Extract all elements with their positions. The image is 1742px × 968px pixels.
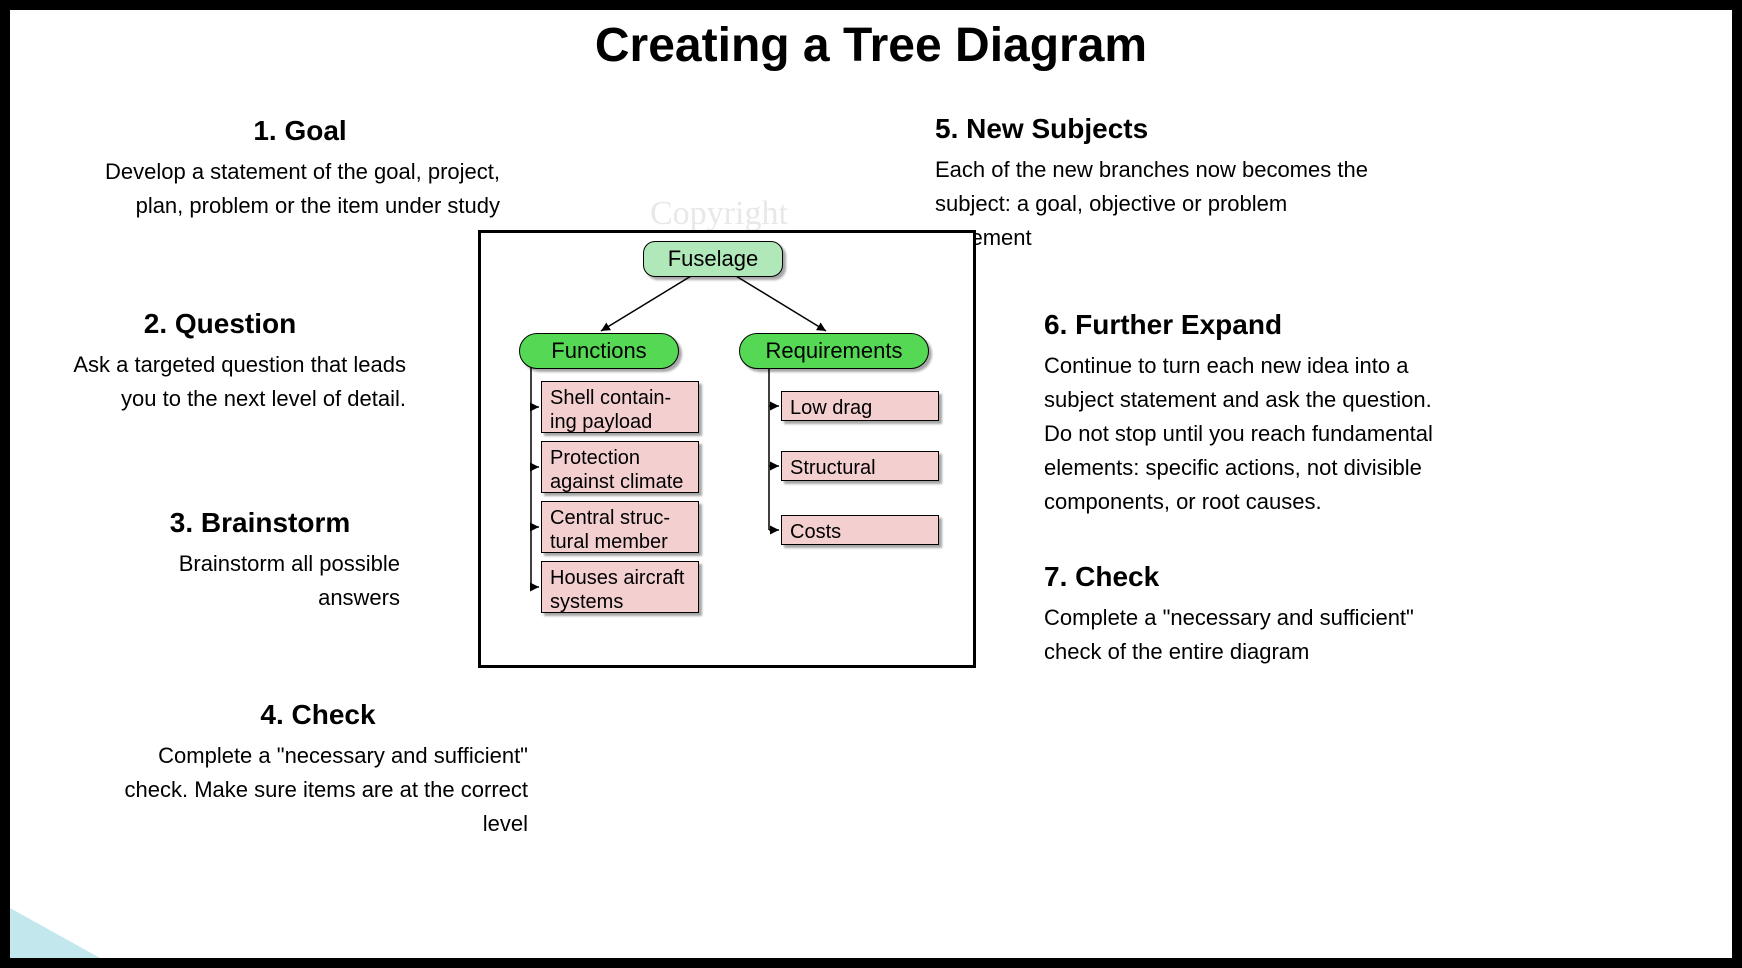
tree-branch-node: Requirements [739,333,929,369]
step-heading: 3. Brainstorm [120,507,400,539]
tree-leaf-node: Structural [781,451,939,481]
step-heading: 6. Further Expand [1044,309,1464,341]
step-block: 2. Question Ask a targeted question that … [34,308,406,416]
step-heading: 4. Check [108,699,528,731]
tree-leaf-node: Costs [781,515,939,545]
step-heading: 1. Goal [100,115,500,147]
tree-leaf-node: Shell contain-ing payload [541,381,699,433]
tree-leaf-node: Low drag [781,391,939,421]
step-block: 1. Goal Develop a statement of the goal, … [100,115,500,223]
step-heading: 5. New Subjects [935,113,1375,145]
step-body-text: Continue to turn each new idea into a su… [1044,349,1464,519]
tree-leaf-node: Protectionagainst climate [541,441,699,493]
step-block: 3. Brainstorm Brainstorm all possible ans… [120,507,400,615]
tree-root-node: Fuselage [643,241,783,277]
tree-leaf-node: Central struc-tural member [541,501,699,553]
watermark-text: Copyright [650,195,788,233]
step-body-text: Develop a statement of the goal, project… [100,155,500,223]
step-body-text: Ask a targeted question that leads you t… [34,348,406,416]
corner-accent [10,908,100,958]
tree-diagram-panel: Fuselage Functions Requirements Shell conta… [478,230,976,668]
step-block: 5. New Subjects Each of the new branches … [935,113,1375,255]
step-body-text: Complete a "necessary and sufficient" ch… [108,739,528,841]
step-body-text: Complete a "necessary and sufficient" ch… [1044,601,1424,669]
step-block: 4. Check Complete a "necessary and suffic… [108,699,528,841]
step-body-text: Each of the new branches now becomes the… [935,153,1375,255]
step-block: 6. Further Expand Continue to turn each n… [1044,309,1464,519]
step-body-text: Brainstorm all possible answers [120,547,400,615]
page-title: Creating a Tree Diagram [10,18,1732,73]
tree-branch-node: Functions [519,333,679,369]
step-heading: 2. Question [34,308,406,340]
step-heading: 7. Check [1044,561,1424,593]
tree-leaf-node: Houses aircraftsystems [541,561,699,613]
step-block: 7. Check Complete a "necessary and suffic… [1044,561,1424,669]
